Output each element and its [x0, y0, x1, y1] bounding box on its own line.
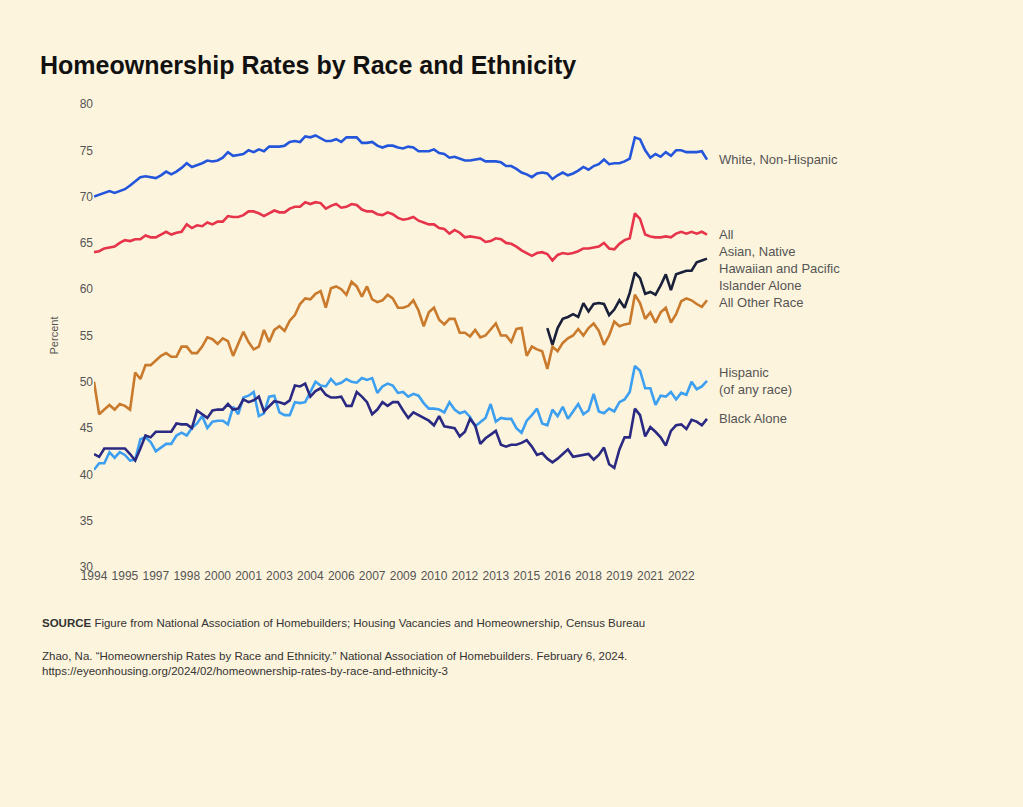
- svg-text:55: 55: [80, 329, 94, 343]
- svg-text:Homeownership Rates by Race an: Homeownership Rates by Race and Ethnicit…: [40, 51, 576, 79]
- svg-text:2003: 2003: [266, 569, 293, 583]
- svg-text:40: 40: [80, 468, 94, 482]
- svg-text:White, Non-Hispanic: White, Non-Hispanic: [719, 152, 838, 167]
- svg-text:Hispanic(of any race): Hispanic(of any race): [719, 365, 792, 397]
- svg-text:2019: 2019: [606, 569, 633, 583]
- svg-text:35: 35: [80, 514, 94, 528]
- svg-text:65: 65: [80, 236, 94, 250]
- svg-text:80: 80: [80, 97, 94, 111]
- svg-text:60: 60: [80, 282, 94, 296]
- svg-text:30: 30: [80, 560, 94, 574]
- svg-text:2021: 2021: [637, 569, 664, 583]
- svg-text:All: All: [719, 227, 734, 242]
- svg-text:75: 75: [80, 144, 94, 158]
- svg-text:2015: 2015: [513, 569, 540, 583]
- svg-text:50: 50: [80, 375, 94, 389]
- svg-text:SOURCE Figure from National As: SOURCE Figure from National Association …: [42, 617, 645, 629]
- svg-text:Zhao, Na. “Homeownership Rates: Zhao, Na. “Homeownership Rates by Race a…: [42, 650, 627, 677]
- svg-text:2009: 2009: [390, 569, 417, 583]
- svg-text:2001: 2001: [235, 569, 262, 583]
- svg-text:2022: 2022: [668, 569, 695, 583]
- svg-text:1998: 1998: [173, 569, 200, 583]
- svg-text:2007: 2007: [359, 569, 386, 583]
- svg-text:Black Alone: Black Alone: [719, 411, 787, 426]
- svg-text:Percent: Percent: [48, 317, 60, 355]
- svg-text:2004: 2004: [297, 569, 324, 583]
- svg-text:2016: 2016: [544, 569, 571, 583]
- svg-text:2018: 2018: [575, 569, 602, 583]
- svg-text:Asian, NativeHawaiian and Paci: Asian, NativeHawaiian and PacificIslande…: [719, 244, 840, 293]
- svg-text:2010: 2010: [421, 569, 448, 583]
- svg-text:2013: 2013: [482, 569, 509, 583]
- svg-text:2000: 2000: [204, 569, 231, 583]
- svg-text:1997: 1997: [142, 569, 169, 583]
- svg-text:1995: 1995: [112, 569, 139, 583]
- svg-text:1994: 1994: [81, 569, 108, 583]
- svg-text:2006: 2006: [328, 569, 355, 583]
- svg-text:70: 70: [80, 190, 94, 204]
- svg-text:All Other Race: All Other Race: [719, 295, 804, 310]
- svg-text:45: 45: [80, 421, 94, 435]
- svg-text:2012: 2012: [452, 569, 479, 583]
